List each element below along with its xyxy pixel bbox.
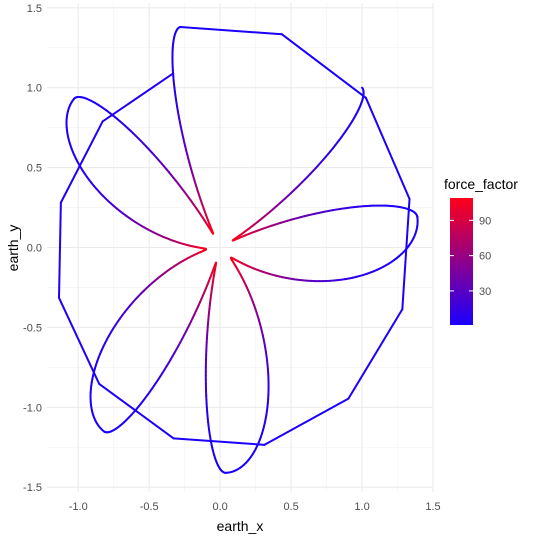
path-segment: [179, 25, 283, 36]
legend-break-label: 90: [479, 215, 491, 227]
x-axis-title: earth_x: [217, 518, 264, 534]
path-segment: [101, 72, 175, 123]
earth-path: [58, 25, 419, 474]
x-tick-label: -0.5: [140, 501, 159, 513]
x-tick-label: -1.0: [69, 501, 88, 513]
path-segment: [401, 197, 411, 311]
legend-title: force_factor: [444, 176, 518, 192]
path-segment: [361, 86, 364, 90]
path-segment: [172, 437, 266, 446]
y-tick-label: 0.0: [27, 243, 42, 255]
grid: [47, 3, 434, 492]
legend-break-label: 60: [479, 251, 491, 263]
path-segment: [59, 120, 104, 204]
legend-colorbar: [450, 198, 473, 325]
x-tick-label: 0.5: [283, 501, 298, 513]
path-segment: [347, 308, 404, 400]
path-segment: [58, 296, 101, 385]
path-segment: [364, 96, 411, 200]
legend: force_factor 30 60 90: [444, 176, 518, 325]
y-tick-label: -1.5: [23, 482, 42, 494]
x-tick-label: 0.0: [212, 501, 227, 513]
y-axis-title: earth_y: [5, 225, 21, 272]
y-tick-label: -0.5: [23, 322, 42, 334]
path-segment: [263, 397, 350, 446]
path-segment: [98, 382, 175, 440]
x-tick-label: 1.5: [425, 501, 440, 513]
y-tick-label: -1.0: [23, 402, 42, 414]
x-tick-label: 1.0: [354, 501, 369, 513]
path-segment: [280, 33, 367, 99]
y-tick-label: 1.5: [27, 3, 42, 15]
y-tick-label: 1.0: [27, 83, 42, 95]
y-tick-label: 0.5: [27, 163, 42, 175]
axes: -1.0 -0.5 0.0 0.5 1.0 1.5 -1.5 -1.0 -0.5 0.0 0.5 1.…: [23, 3, 441, 513]
legend-break-label: 30: [479, 286, 491, 298]
path-segment: [58, 201, 62, 299]
